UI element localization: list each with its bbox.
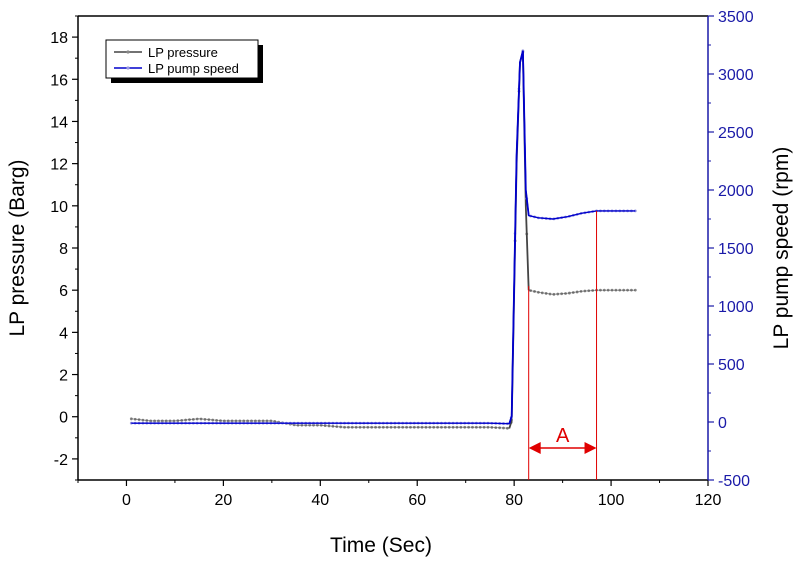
y-left-tick-label: 4: [59, 325, 68, 342]
y-left-tick-label: 16: [50, 72, 68, 89]
legend-box: [105, 39, 259, 79]
annotation-arrowhead-right: [584, 442, 597, 454]
y-right-tick-label: 0: [718, 415, 727, 432]
x-tick-label: 100: [598, 492, 625, 509]
legend-label: LP pump speed: [148, 61, 239, 76]
y-left-tick-label: 10: [50, 199, 68, 216]
y-left-tick-label: -2: [54, 452, 68, 469]
y-left-tick-label: 18: [50, 30, 68, 47]
lp-pump-speed-line: [131, 50, 636, 425]
y-right-tick-label: 2500: [718, 125, 754, 142]
lp-pressure-line: [131, 51, 636, 429]
x-tick-label: 0: [122, 492, 131, 509]
y-right-tick-label: 3500: [718, 9, 754, 26]
x-tick-label: 40: [311, 492, 329, 509]
y-left-tick-label: 14: [50, 114, 68, 131]
legend-marker: [126, 50, 130, 54]
x-tick-label: 60: [408, 492, 426, 509]
annotation-arrowhead-left: [528, 442, 541, 454]
y-right-tick-label: 2000: [718, 183, 754, 200]
y-right-tick-label: 1000: [718, 299, 754, 316]
y-right-tick-label: 500: [718, 357, 745, 374]
y-right-tick-label: 1500: [718, 241, 754, 258]
x-tick-label: 20: [214, 492, 232, 509]
y-right-tick-label: 3000: [718, 67, 754, 84]
y-left-tick-label: 8: [59, 241, 68, 258]
x-tick-label: 120: [695, 492, 722, 509]
lp-pressure-marker: [633, 288, 637, 292]
lp-pump-speed-spike: [508, 50, 530, 424]
legend-marker: [126, 66, 130, 70]
annotation-a: A: [528, 210, 598, 480]
y-right-tick-label: -500: [718, 473, 750, 490]
x-tick-label: 80: [505, 492, 523, 509]
y-left-tick-label: 0: [59, 410, 68, 427]
legend-label: LP pressure: [148, 45, 218, 60]
y-left-tick-label: 6: [59, 283, 68, 300]
axes: 0 20 40 60 80 100 120 -2 0 2 4 6 8 10 12 14 16 18 -500 0 500…: [50, 9, 753, 509]
x-axis-title: Time (Sec): [330, 534, 432, 557]
plot-marks: [129, 49, 637, 430]
y-axis-left-title: LP pressure (Barg): [6, 159, 29, 336]
annotation-label: A: [556, 425, 570, 447]
y-axis-right-title: LP pump speed (rpm): [770, 147, 793, 350]
y-left-tick-label: 12: [50, 157, 68, 174]
y-left-tick-label: 2: [59, 368, 68, 385]
